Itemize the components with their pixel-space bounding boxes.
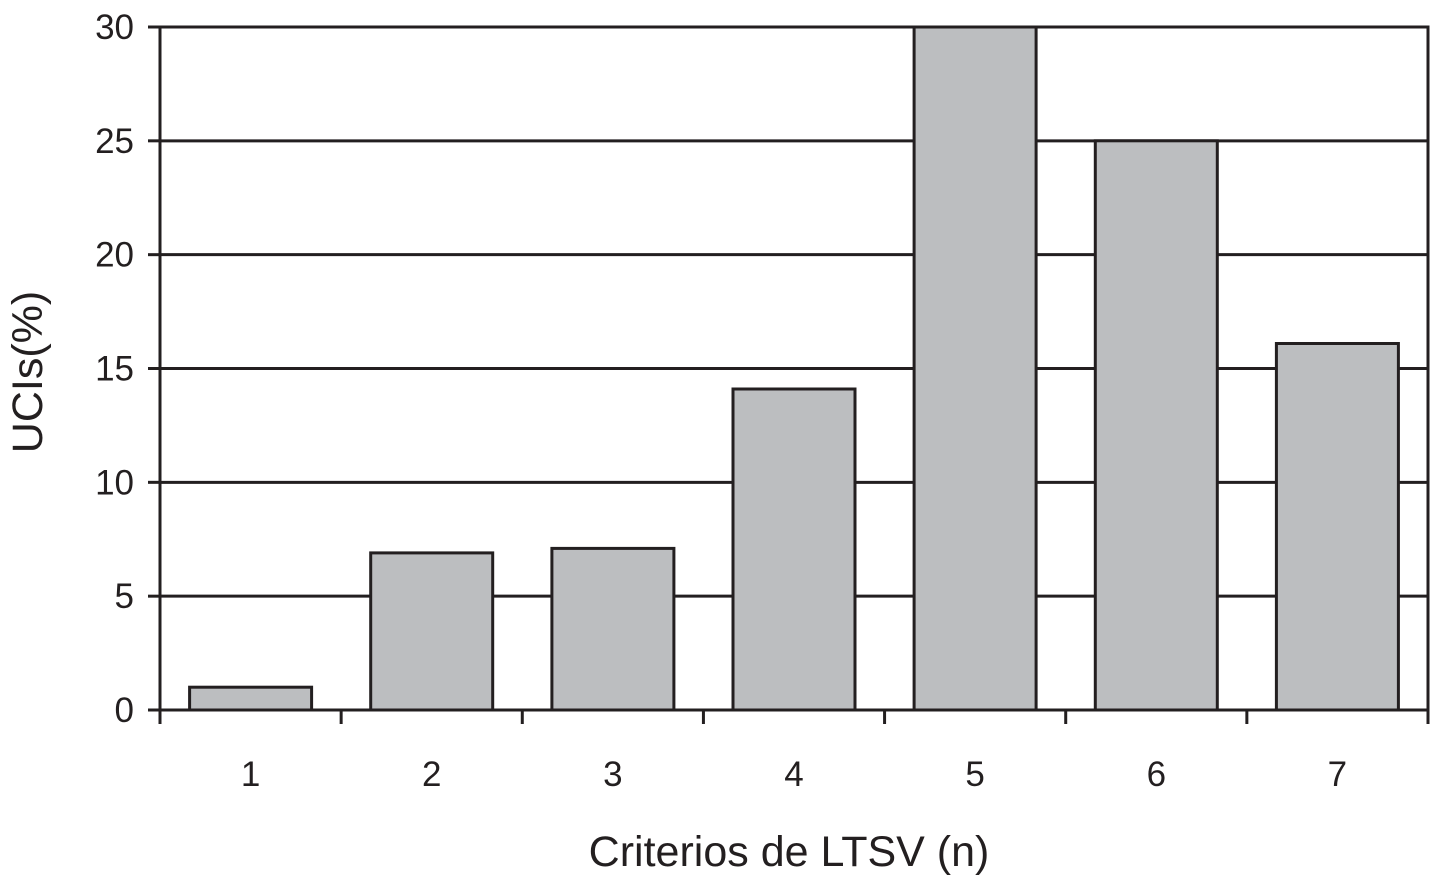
y-axis-label: UCIs(%) (4, 291, 52, 453)
x-tick-label: 5 (965, 755, 984, 794)
y-tick-label: 30 (95, 8, 134, 47)
bars (188, 25, 1400, 712)
bar-1 (188, 685, 314, 712)
y-tick-label: 0 (115, 691, 134, 730)
y-tick-label: 10 (95, 463, 134, 502)
y-tick-label: 15 (95, 350, 134, 389)
y-axis: 0 5 10 15 20 25 30 (95, 8, 160, 730)
x-tick-label: 6 (1147, 755, 1166, 794)
x-tick-label: 1 (241, 755, 260, 794)
y-tick-label: 25 (95, 122, 134, 161)
y-tick-label: 5 (115, 577, 134, 616)
bar-4 (731, 387, 857, 712)
x-tick-label: 3 (603, 755, 622, 794)
x-axis: 1 2 3 4 5 6 7 (158, 708, 1430, 794)
x-tick-label: 7 (1328, 755, 1347, 794)
bar-3 (550, 546, 676, 712)
bar-6 (1093, 139, 1219, 712)
y-tick-label: 20 (95, 236, 134, 275)
bar-2 (369, 551, 495, 712)
bar-7 (1274, 342, 1400, 712)
x-tick-label: 2 (422, 755, 441, 794)
x-tick-label: 4 (784, 755, 803, 794)
bar-5 (912, 25, 1038, 712)
x-axis-label: Criterios de LTSV (n) (589, 828, 990, 876)
